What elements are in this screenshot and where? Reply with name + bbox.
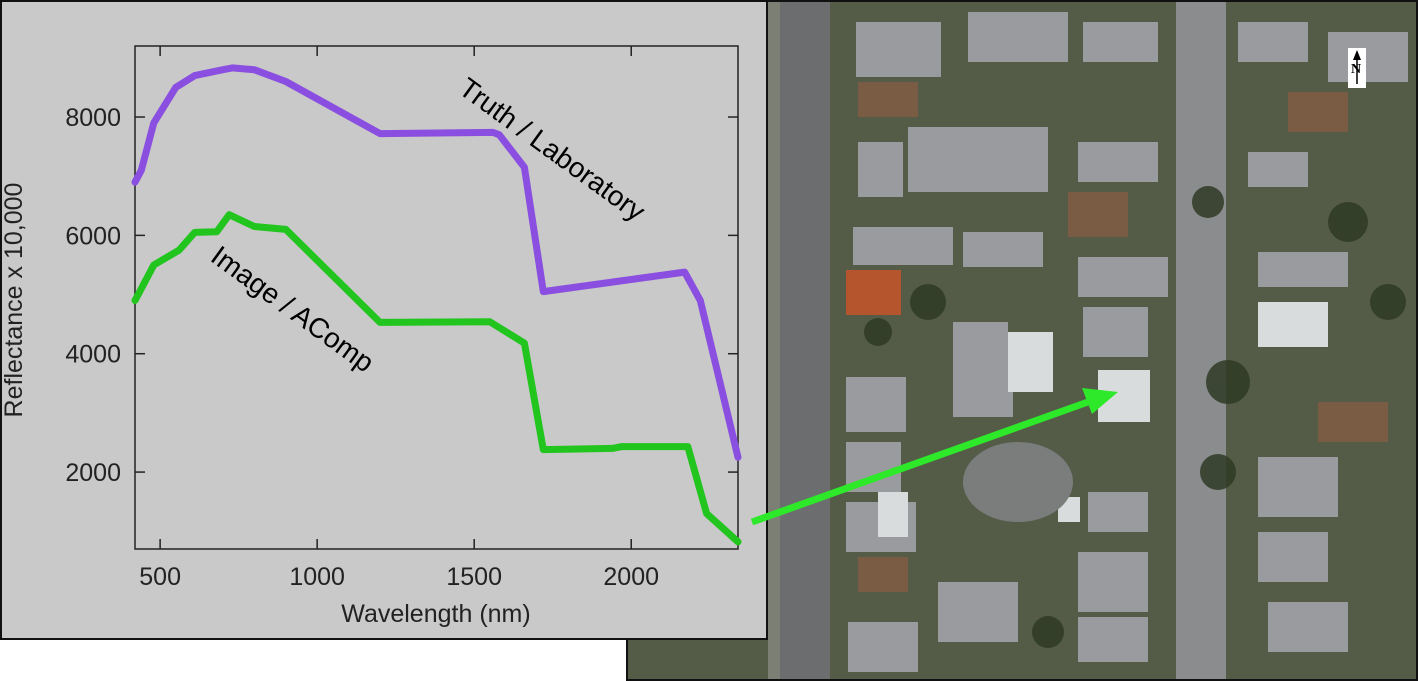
chart-svg: 500 1000 1500 2000 2000 4000 6000 8000 Waveleng… (0, 45, 742, 628)
series-label-image: Image / AComp (205, 240, 379, 379)
plot-frame (134, 45, 739, 550)
x-tick-label: 500 (139, 563, 181, 591)
north-arrow-icon: N (1348, 48, 1366, 88)
north-label: N (1351, 62, 1362, 77)
x-tick-label: 1500 (446, 563, 502, 591)
y-tick-label: 6000 (65, 222, 121, 250)
series-label-truth: Truth / Laboratory (453, 72, 650, 227)
x-tick-label: 1000 (289, 563, 345, 591)
x-axis-label: Wavelength (nm) (341, 600, 530, 628)
y-tick-label: 4000 (65, 341, 121, 369)
y-tick-label: 2000 (65, 459, 121, 487)
tick-group: 500 1000 1500 2000 2000 4000 6000 8000 (65, 46, 738, 591)
series-line-truth (131, 64, 742, 461)
x-tick-label: 2000 (603, 563, 659, 591)
spectral-chart: 500 1000 1500 2000 2000 4000 6000 8000 Waveleng… (0, 0, 768, 640)
y-axis-label: Reflectance x 10,000 (2, 183, 28, 418)
y-tick-label: 8000 (65, 104, 121, 132)
series-line-image (131, 211, 742, 546)
series-group (131, 64, 742, 546)
